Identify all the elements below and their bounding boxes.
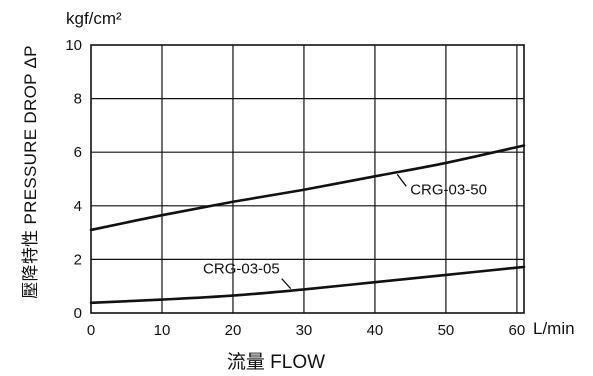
- plot-frame: [90, 44, 525, 314]
- y-tick-labels: 0 2 4 6 8 10: [65, 37, 82, 322]
- series-label: CRG-03-50: [410, 181, 487, 198]
- y-tick-label: 2: [74, 251, 82, 268]
- series-labels: CRG-03-50 CRG-03-05: [203, 173, 487, 290]
- series-line-crg-03-05: [89, 265, 526, 305]
- x-tick-label: 10: [154, 322, 171, 339]
- x-tick-label: 60: [509, 322, 526, 339]
- series-layer: [89, 144, 526, 305]
- y-axis-label: 壓降特性 PRESSURE DROP ΔP: [21, 45, 40, 299]
- y-axis-unit: kgf/cm²: [66, 9, 122, 28]
- y-tick-label: 8: [74, 91, 82, 108]
- series-line-crg-03-50: [89, 144, 526, 232]
- x-tick-label: 30: [296, 322, 313, 339]
- y-tick-label: 4: [74, 198, 82, 215]
- y-tick-label: 0: [74, 305, 82, 322]
- series-label-leader: [396, 173, 407, 187]
- grid: [91, 45, 524, 313]
- x-tick-labels: 0 10 20 30 40 50 60: [87, 322, 525, 339]
- x-axis-unit: L/min: [533, 319, 575, 338]
- y-tick-label: 10: [65, 37, 82, 54]
- x-tick-label: 0: [87, 322, 95, 339]
- x-tick-label: 50: [438, 322, 455, 339]
- y-tick-label: 6: [74, 144, 82, 161]
- x-tick-label: 40: [367, 322, 384, 339]
- series-label: CRG-03-05: [203, 261, 280, 278]
- series-label-leader: [281, 278, 292, 290]
- x-axis-label: 流量 FLOW: [227, 351, 325, 373]
- x-tick-label: 20: [225, 322, 242, 339]
